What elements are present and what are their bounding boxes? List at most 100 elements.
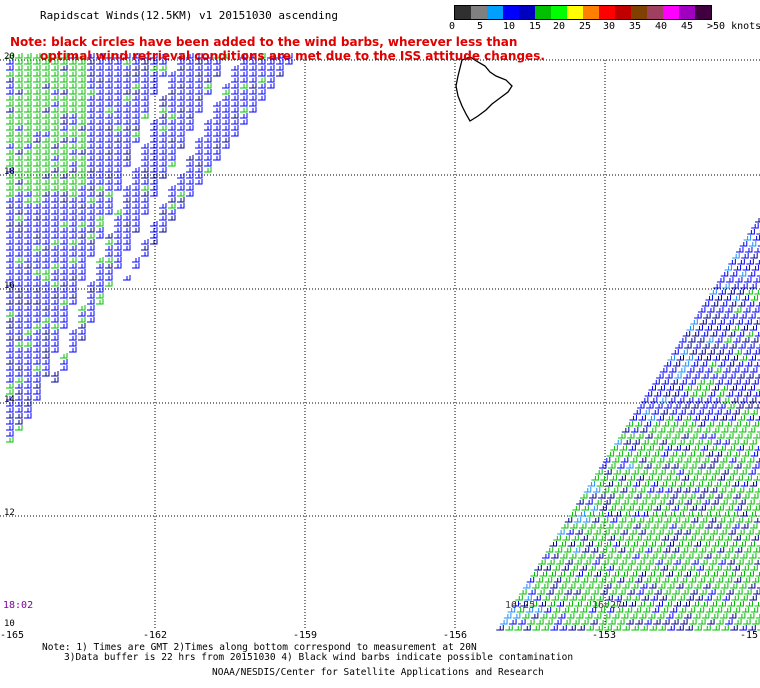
wind-barb	[687, 565, 695, 571]
wind-barb	[42, 341, 50, 347]
wind-barb	[598, 535, 606, 541]
wind-barb	[60, 167, 68, 173]
wind-barb	[186, 185, 194, 191]
wind-barb	[626, 505, 634, 511]
wind-barb	[585, 541, 594, 547]
wind-barb	[730, 397, 739, 403]
wind-barb	[638, 529, 646, 535]
wind-barb	[749, 595, 757, 601]
wind-barb	[743, 505, 751, 511]
wind-barb	[24, 101, 32, 107]
wind-barb	[615, 565, 623, 571]
wind-barb	[509, 619, 517, 625]
wind-barb	[693, 583, 702, 589]
wind-barb	[719, 613, 728, 619]
wind-barb	[677, 595, 685, 601]
wind-barb	[678, 337, 687, 343]
wind-barb	[42, 311, 50, 317]
wind-barb	[60, 65, 68, 71]
wind-barb	[705, 493, 714, 499]
wind-barb	[42, 251, 50, 257]
wind-barb	[105, 281, 113, 287]
wind-barb	[736, 487, 745, 493]
wind-barb	[721, 397, 730, 403]
wind-barb	[627, 517, 636, 523]
wind-barb	[69, 125, 77, 131]
wind-barb	[725, 277, 734, 283]
wind-barb	[150, 89, 158, 95]
wind-barb	[15, 269, 23, 275]
wind-barb	[258, 53, 266, 59]
wind-barb	[60, 197, 68, 203]
wind-barb	[735, 247, 744, 253]
wind-barb	[601, 487, 610, 493]
wind-barb	[114, 113, 122, 119]
wind-barb	[665, 529, 673, 535]
wind-barb	[714, 565, 722, 571]
wind-barb	[575, 613, 584, 619]
wind-barb	[15, 419, 23, 425]
wind-barb	[670, 421, 679, 427]
wind-barb	[240, 71, 248, 77]
wind-barb	[715, 307, 724, 313]
wind-barb	[571, 577, 580, 583]
wind-barb	[678, 409, 686, 415]
wind-barb	[87, 107, 95, 113]
wind-barb	[24, 329, 32, 335]
wind-barb	[123, 185, 131, 191]
wind-barb	[754, 602, 760, 607]
wind-barb	[754, 446, 760, 451]
wind-barb	[720, 541, 729, 547]
wind-barb	[750, 565, 758, 571]
wind-barb	[753, 518, 760, 523]
wind-barb	[685, 553, 694, 559]
wind-barb	[51, 113, 59, 119]
wind-barb	[150, 131, 158, 137]
wind-barb	[685, 511, 694, 517]
wind-barb	[105, 101, 113, 107]
wind-barb	[615, 493, 624, 499]
wind-barb	[646, 559, 654, 565]
wind-barb	[663, 475, 671, 481]
wind-barb	[33, 53, 41, 59]
wind-barb	[742, 421, 751, 427]
wind-barb	[24, 65, 32, 71]
wind-barb	[33, 305, 41, 311]
legend-swatch	[615, 6, 631, 19]
wind-barb	[78, 173, 86, 179]
wind-barb	[6, 215, 14, 221]
lon-label: -15	[740, 630, 759, 641]
wind-barb	[267, 71, 275, 77]
wind-barb	[6, 101, 14, 107]
wind-barb	[736, 559, 744, 565]
wind-barb	[651, 565, 659, 571]
wind-barb	[6, 257, 14, 263]
wind-barb	[51, 161, 59, 167]
wind-barb	[204, 149, 212, 155]
wind-barb	[686, 481, 695, 487]
wind-barb	[15, 353, 23, 359]
wind-barb	[566, 613, 575, 619]
wind-barb	[24, 203, 32, 209]
wind-barb	[6, 77, 14, 83]
wind-barb	[580, 577, 589, 583]
wind-barb	[631, 469, 639, 475]
wind-barb	[698, 547, 707, 553]
wind-barb	[24, 209, 32, 215]
wind-barb	[672, 433, 680, 439]
wind-barb	[24, 83, 32, 89]
wind-barb	[51, 101, 59, 107]
wind-barb	[612, 499, 620, 505]
wind-barb	[60, 215, 68, 221]
wind-barb	[42, 113, 50, 119]
wind-barb	[751, 535, 759, 541]
wind-barb	[177, 53, 185, 59]
wind-barb	[734, 391, 743, 397]
wind-barb	[240, 65, 248, 71]
wind-barb	[15, 209, 23, 215]
wind-barb	[664, 559, 672, 565]
wind-barb	[258, 77, 266, 83]
wind-barb	[655, 601, 663, 607]
wind-barb	[687, 337, 696, 343]
wind-barb	[186, 53, 194, 59]
